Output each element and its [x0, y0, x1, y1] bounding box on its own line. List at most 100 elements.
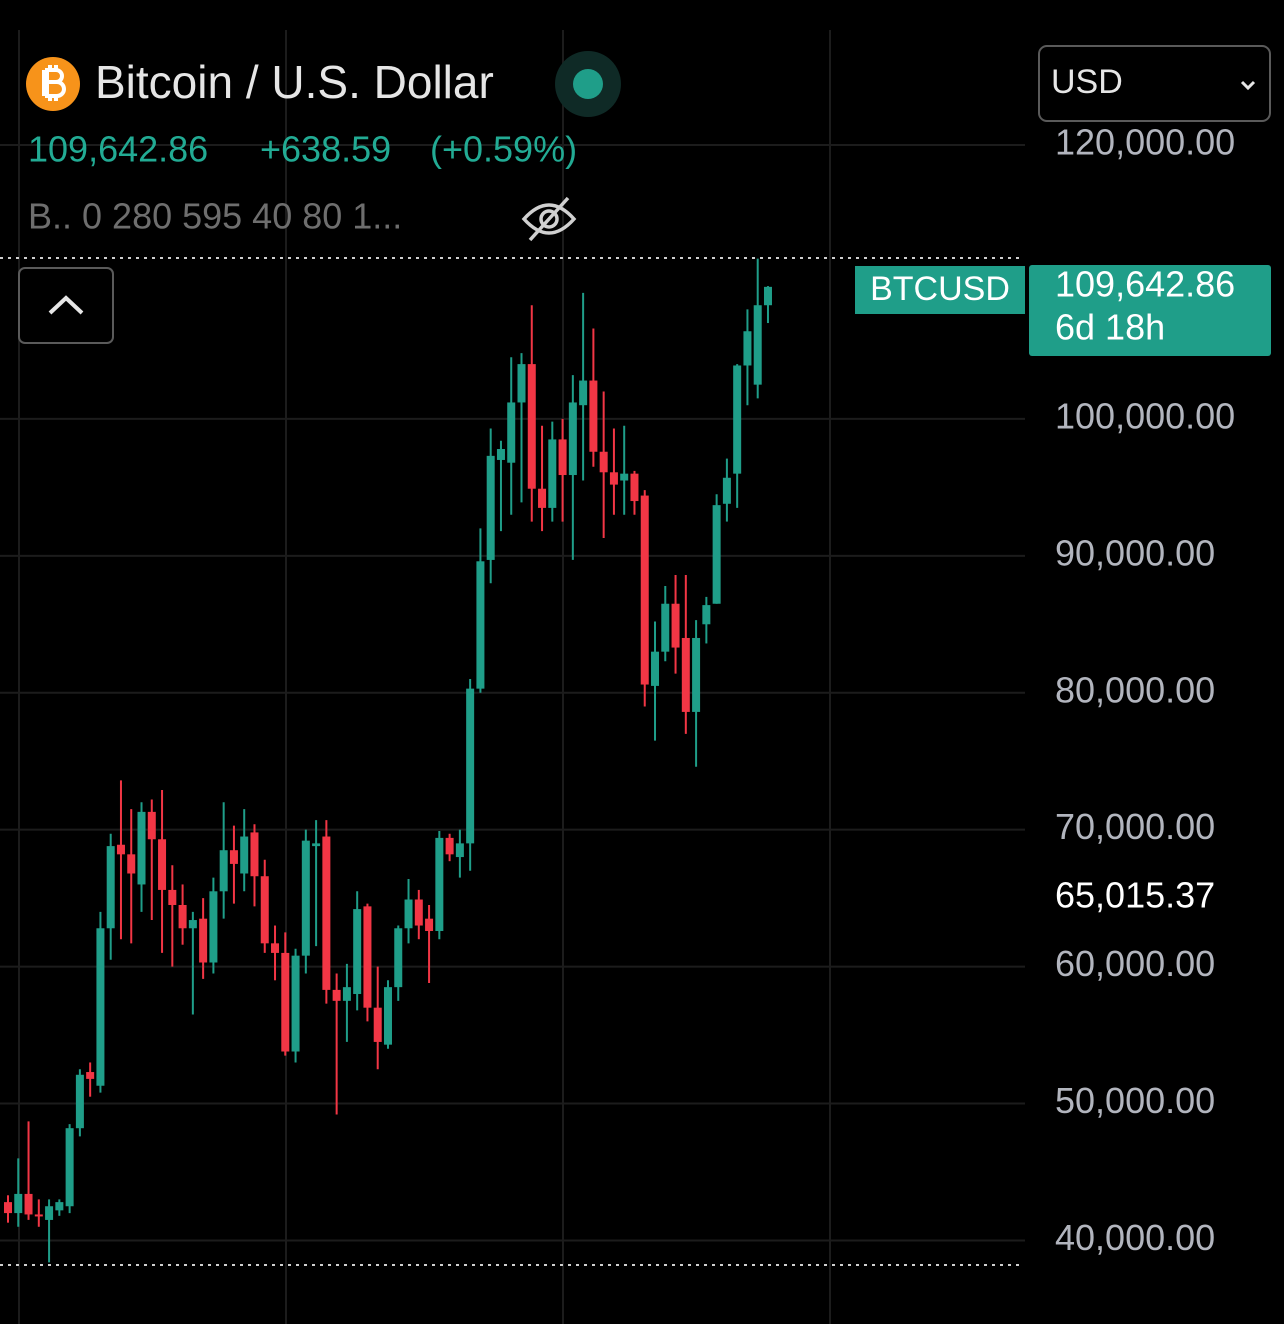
- candle-body: [620, 473, 629, 481]
- candle-body: [291, 955, 300, 1052]
- candle-body: [86, 1072, 95, 1079]
- candle-body: [353, 909, 362, 994]
- candle-body: [394, 928, 403, 988]
- change: +638.59: [260, 129, 391, 170]
- candle-body: [178, 904, 187, 929]
- candle-body: [4, 1202, 12, 1214]
- candle-body: [671, 603, 680, 648]
- candle-body: [127, 854, 136, 874]
- candle-body: [425, 918, 434, 932]
- candle-body: [188, 920, 197, 929]
- candle-body: [260, 876, 269, 944]
- candle-body: [106, 846, 115, 929]
- price: 109,642.86: [28, 129, 208, 170]
- candle-body: [548, 439, 557, 508]
- candle-body: [65, 1128, 74, 1207]
- market-status-dot: [573, 69, 603, 99]
- candle-body: [322, 836, 331, 990]
- candle-body: [34, 1214, 43, 1217]
- symbol-tag-label: BTCUSD: [870, 270, 1010, 308]
- change-percent: (+0.59%): [430, 129, 577, 170]
- candle-body: [383, 987, 392, 1045]
- candle-body: [75, 1074, 84, 1129]
- candle-body: [414, 899, 423, 926]
- candle-body: [609, 472, 618, 485]
- annotation-label: 65,015.37: [1055, 874, 1215, 915]
- candle-body: [476, 561, 485, 689]
- candle-body: [722, 477, 731, 504]
- candle-body: [24, 1193, 33, 1215]
- currency-label: USD: [1051, 63, 1123, 101]
- candle-body: [753, 305, 762, 385]
- candle-body: [466, 688, 475, 844]
- eye-pupil: [539, 209, 559, 229]
- hide-icon[interactable]: [521, 196, 577, 242]
- candle-body: [281, 952, 290, 1052]
- candle-body: [681, 637, 690, 712]
- candles: [4, 258, 772, 1263]
- y-tick-label: 90,000.00: [1055, 532, 1215, 573]
- y-tick-label: 120,000.00: [1055, 122, 1235, 163]
- candle-body: [712, 505, 721, 604]
- candle-body: [209, 891, 218, 963]
- symbol-title: Bitcoin / U.S. Dollar: [95, 56, 494, 108]
- candle-body: [507, 402, 516, 463]
- candle-body: [517, 364, 526, 403]
- candle-body: [158, 839, 167, 890]
- candle-body: [538, 488, 547, 508]
- candle-body: [45, 1206, 54, 1220]
- candle-body: [640, 495, 649, 685]
- candle-body: [271, 943, 280, 953]
- indicator-values: B.. 0 280 595 40 80 1...: [28, 196, 402, 237]
- candle-body: [96, 928, 105, 1086]
- candle-body: [301, 840, 310, 956]
- candle-body: [743, 331, 752, 366]
- candle-body: [199, 918, 208, 963]
- price-tag: [1029, 265, 1271, 356]
- y-tick-label: 40,000.00: [1055, 1217, 1215, 1258]
- candle-body: [692, 637, 701, 712]
- candle-body: [404, 899, 413, 929]
- collapse-button[interactable]: [18, 267, 114, 344]
- y-tick-label: 50,000.00: [1055, 1080, 1215, 1121]
- candle-body: [240, 836, 249, 874]
- candle-body: [630, 473, 639, 502]
- candle-body: [363, 906, 372, 1008]
- y-tick-label: 70,000.00: [1055, 806, 1215, 847]
- chevron-down: [1240, 80, 1256, 91]
- eye-slash: [528, 196, 570, 242]
- candle-body: [486, 455, 495, 560]
- symbol-tag: [855, 266, 1025, 314]
- candle-body: [55, 1202, 64, 1211]
- candle-body: [229, 850, 238, 864]
- candle-body: [312, 843, 321, 847]
- candle-body: [14, 1193, 23, 1214]
- candle-body: [568, 402, 577, 476]
- candle-body: [445, 837, 454, 855]
- candle-body: [702, 605, 711, 625]
- y-tick-label: 80,000.00: [1055, 669, 1215, 710]
- chevron-up: [48, 295, 84, 315]
- candle-body: [558, 439, 567, 476]
- candle-body: [496, 449, 505, 460]
- candle-body: [332, 989, 341, 1001]
- price-tag-label: 109,642.86: [1055, 263, 1235, 304]
- bitcoin-glyph: [42, 65, 66, 101]
- candle-body: [147, 811, 156, 840]
- candle-body: [589, 380, 598, 452]
- candle-body: [116, 844, 125, 855]
- candle-body: [599, 451, 608, 473]
- candle-body: [579, 380, 588, 406]
- candle-body: [219, 850, 228, 892]
- candle-body: [763, 286, 772, 306]
- candle-body: [651, 651, 660, 686]
- countdown: 6d 18h: [1055, 307, 1165, 348]
- candle-body: [733, 365, 742, 474]
- candle-body: [137, 811, 146, 885]
- currency-select[interactable]: [1038, 45, 1271, 122]
- candle-body: [661, 603, 670, 652]
- candle-body: [168, 889, 177, 905]
- y-tick-label: 60,000.00: [1055, 943, 1215, 984]
